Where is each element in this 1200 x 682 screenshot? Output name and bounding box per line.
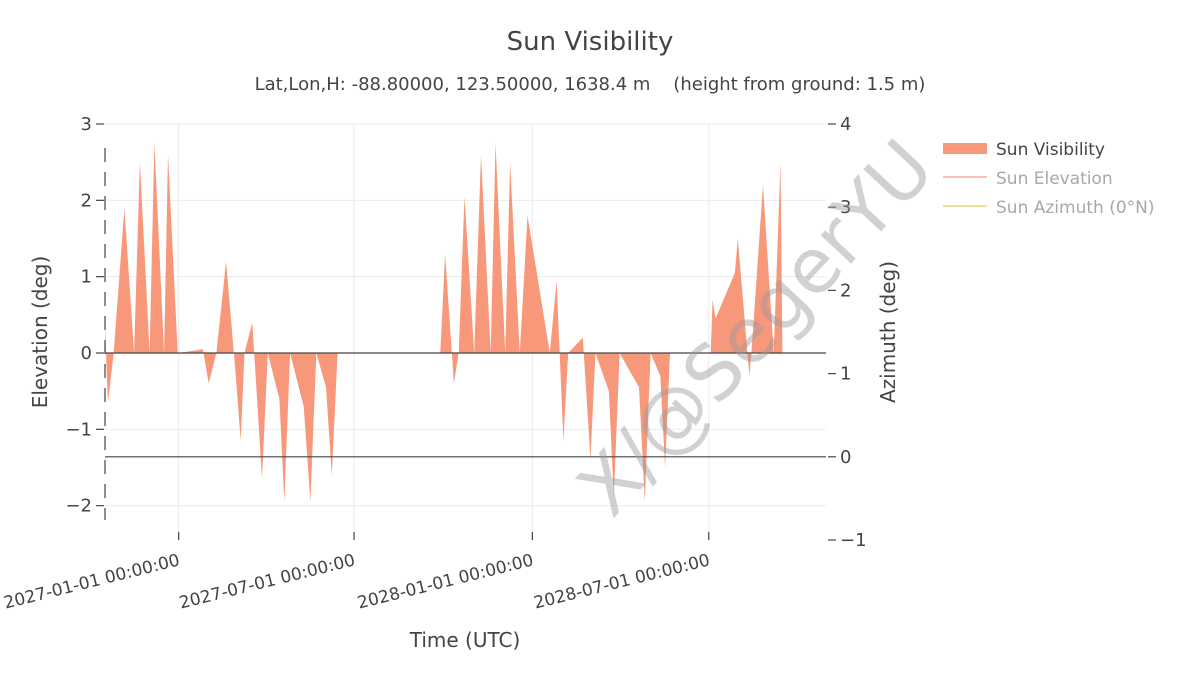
y-axis-title: Elevation (deg): [28, 256, 52, 409]
legend-label-sun-elevation: Sun Elevation: [996, 169, 1113, 189]
x-tick-label: 2028-01-01 00:00:00: [356, 550, 536, 613]
y2-tick-label: 4: [840, 114, 851, 135]
legend-item-sun-visibility[interactable]: Sun Visibility: [943, 140, 1105, 160]
y2-tick-label: 3: [840, 197, 851, 218]
y-tick-label: −1: [65, 419, 92, 440]
y-tick-label: 3: [81, 114, 92, 135]
y2-tick-label: 1: [840, 364, 851, 385]
y2-tick-label: 0: [840, 447, 851, 468]
x-axis-title: Time (UTC): [409, 628, 521, 652]
legend-swatch-sun-visibility: [943, 143, 987, 154]
sun-visibility-area: [105, 143, 783, 502]
legend-item-sun-elevation[interactable]: Sun Elevation: [943, 169, 1113, 189]
right-y-ticks: 4 3 2 1 0 −1: [828, 114, 867, 551]
legend-item-sun-azimuth[interactable]: Sun Azimuth (0°N): [943, 198, 1155, 218]
y-tick-label: 0: [81, 343, 92, 364]
x-tick-label: 2027-01-01 00:00:00: [2, 550, 182, 613]
y-tick-label: 1: [81, 267, 92, 288]
y2-tick-label: −1: [840, 530, 867, 551]
y2-tick-label: 2: [840, 280, 851, 301]
legend-label-sun-visibility: Sun Visibility: [996, 140, 1105, 160]
legend-label-sun-azimuth: Sun Azimuth (0°N): [996, 198, 1155, 218]
x-tick-label: 2027-07-01 00:00:00: [177, 550, 357, 613]
legend: Sun Visibility Sun Elevation Sun Azimuth…: [943, 140, 1155, 218]
chart-subtitle: Lat,Lon,H: -88.80000, 123.50000, 1638.4 …: [255, 74, 926, 95]
chart-title: Sun Visibility: [507, 27, 674, 57]
y2-axis-title: Azimuth (deg): [876, 261, 900, 403]
x-tick-label: 2028-07-01 00:00:00: [532, 550, 712, 613]
y-tick-label: −2: [65, 496, 92, 517]
left-y-ticks: 3 2 1 0 −1 −2: [65, 114, 104, 517]
y-tick-label: 2: [81, 190, 92, 211]
